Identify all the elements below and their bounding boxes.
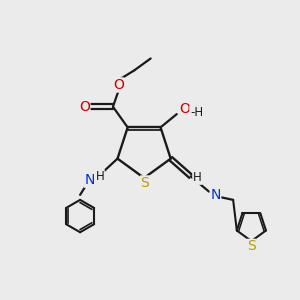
Text: O: O (79, 100, 90, 114)
Text: S: S (141, 176, 149, 190)
Text: H: H (95, 170, 104, 183)
Text: S: S (247, 239, 256, 254)
Text: H: H (193, 171, 202, 184)
Text: N: N (210, 188, 221, 202)
Text: O: O (113, 78, 124, 92)
Text: -H: -H (190, 106, 203, 119)
Text: O: O (179, 102, 190, 116)
Text: N: N (84, 173, 95, 187)
